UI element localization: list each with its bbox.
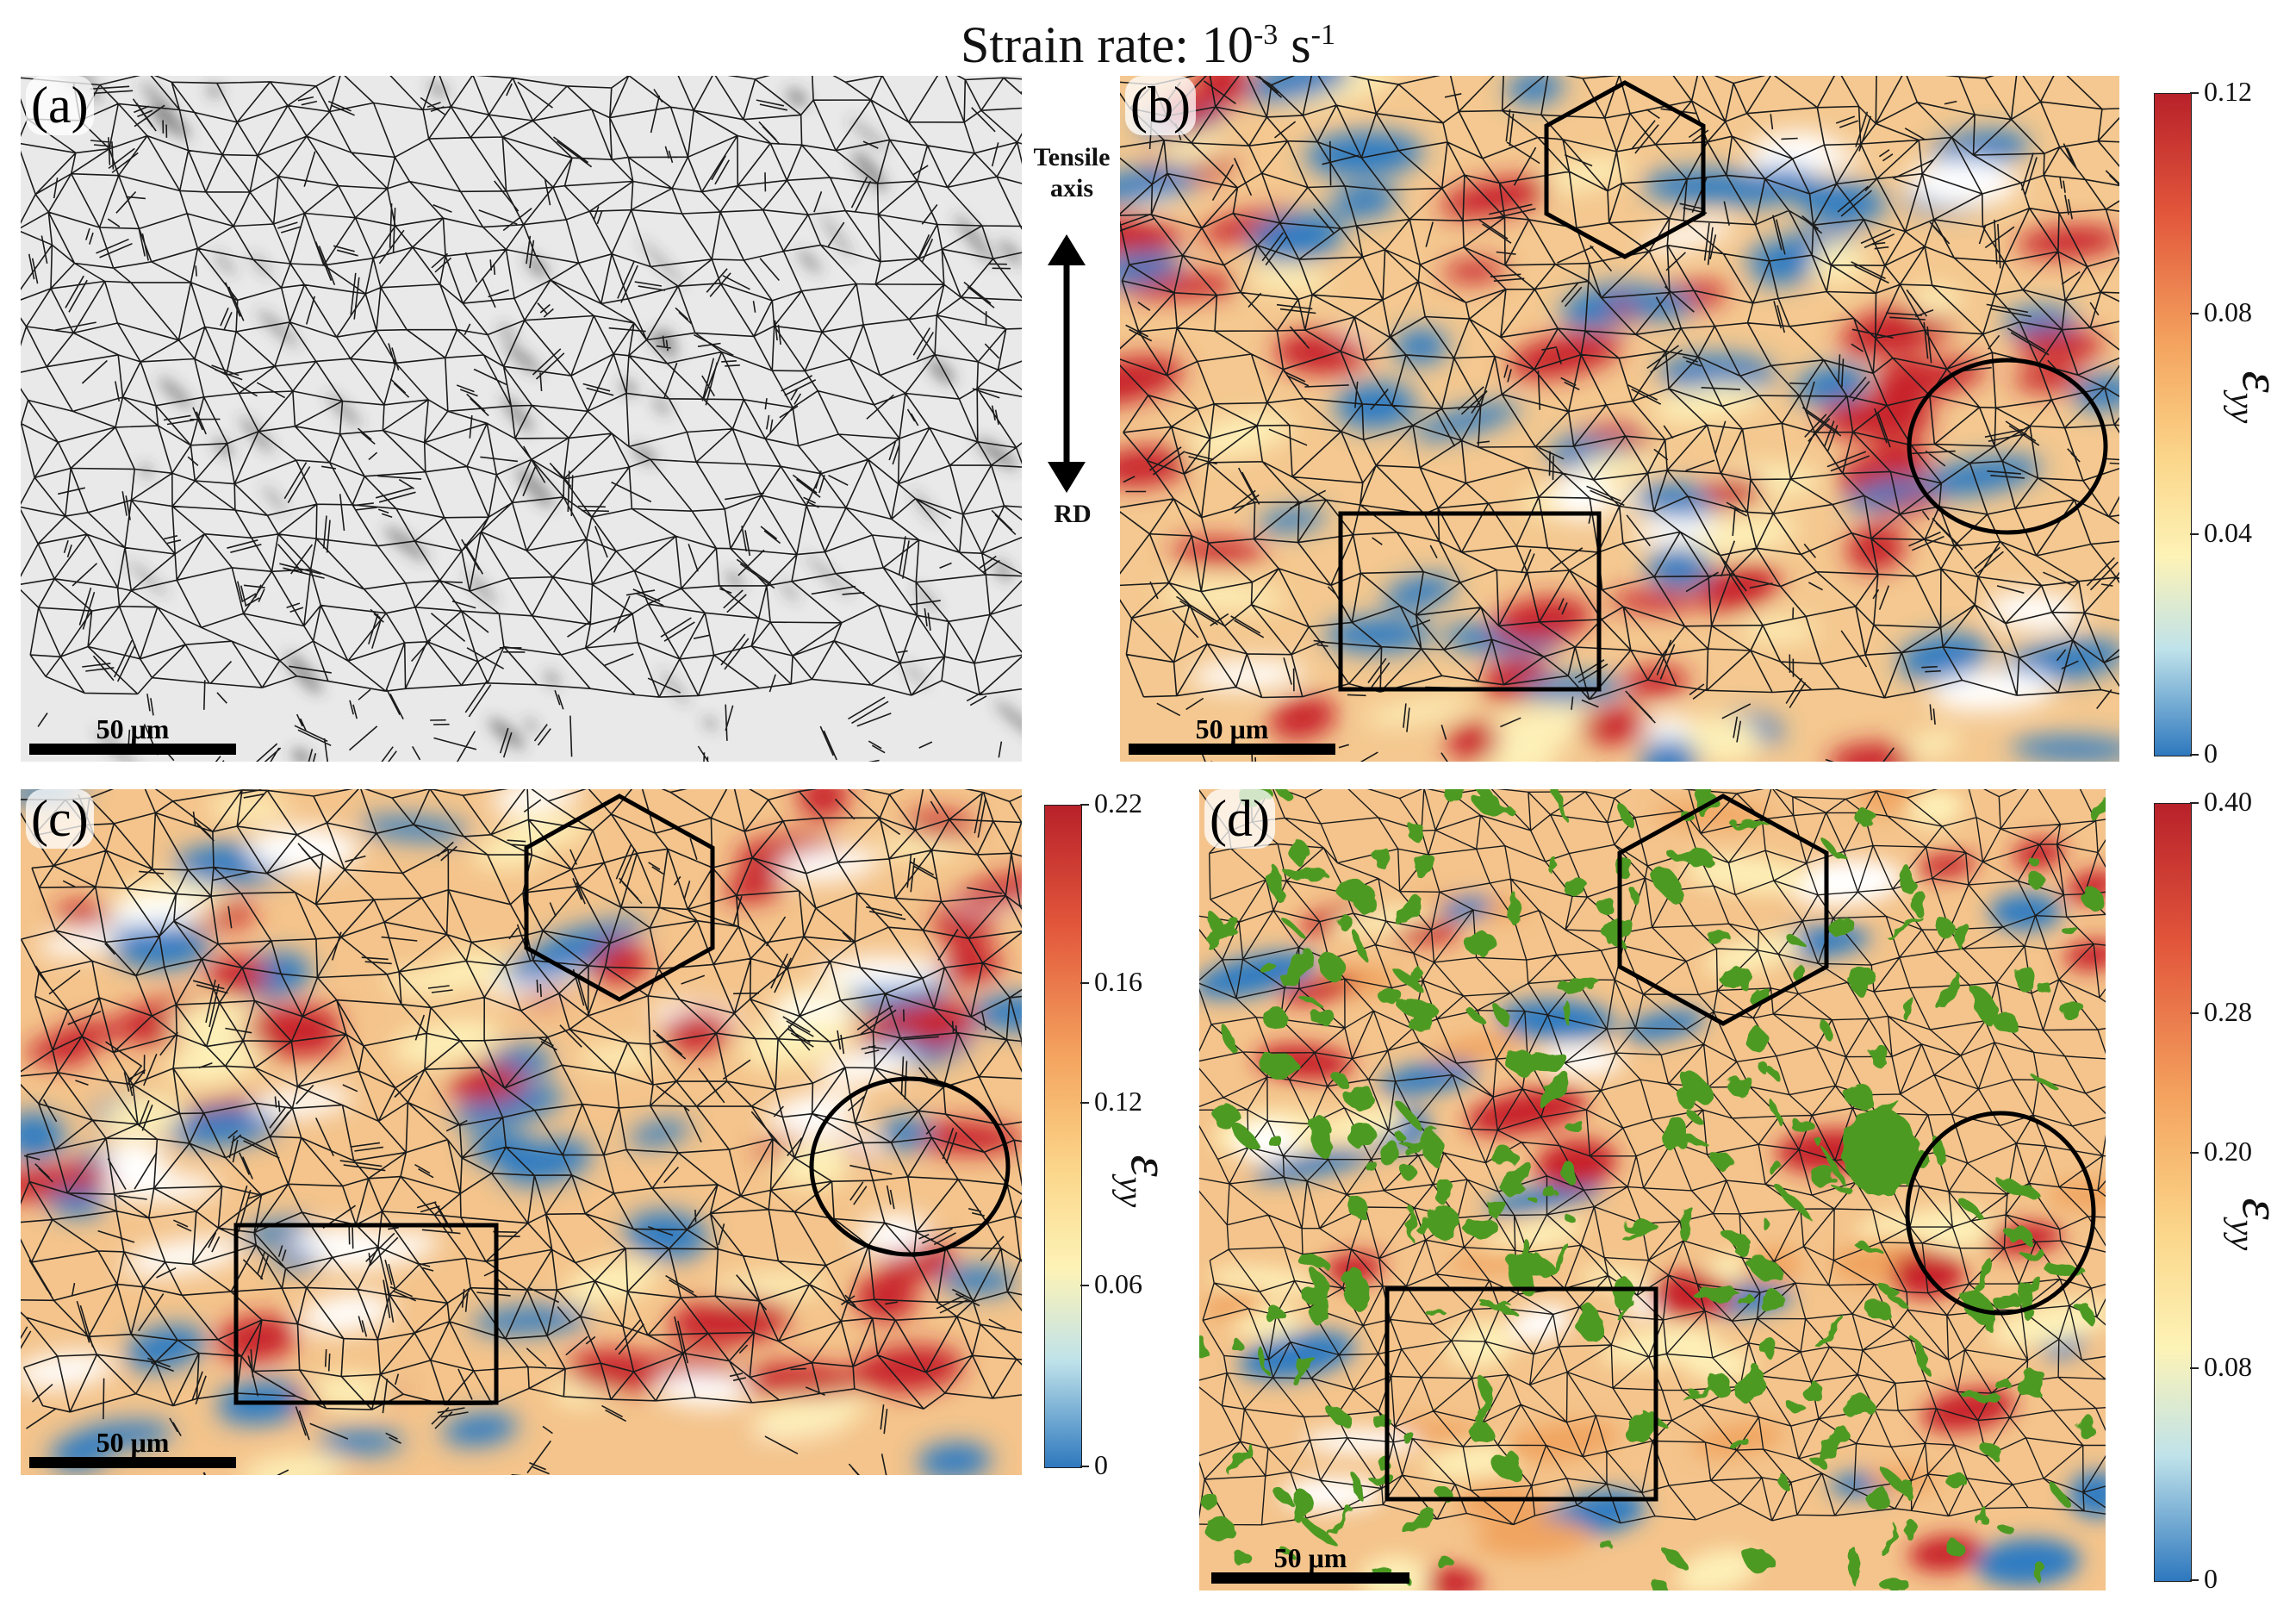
panel-d-label: (d) (1204, 789, 1275, 849)
panel-c-circle-marker (809, 1076, 1011, 1257)
colorbar-b (2154, 93, 2192, 756)
panel-a-label: (a) (26, 76, 94, 135)
tensile-axis-label: Tensile axis (1033, 143, 1111, 202)
panel-c-scalebar-bar (29, 1457, 236, 1468)
panel-c-label: (c) (26, 789, 94, 849)
colorbar-tick-label: 0.12 (2204, 76, 2252, 107)
colorbar-d-symbol: εyy (2223, 1198, 2293, 1251)
colorbar-tick-mark (2190, 1579, 2199, 1581)
colorbar-c-symbol: εyy (1111, 1155, 1181, 1208)
colorbar-tick-label: 0.06 (1094, 1268, 1142, 1300)
colorbar-d (2154, 803, 2192, 1582)
panel-b-hexagon-marker (1544, 80, 1706, 259)
panel-b-circle-marker (1907, 358, 2108, 535)
panel-d-scalebar-label: 50 μm (1273, 1542, 1347, 1573)
panel-d-strain-map: (d) 50 μm (1199, 789, 2106, 1590)
colorbar-tick-mark (1080, 1466, 1089, 1467)
colorbar-tick-mark (2190, 1012, 2199, 1014)
panel-b-label: (b) (1125, 76, 1196, 135)
colorbar-tick-mark (1080, 1285, 1089, 1287)
panel-d-circle-marker (1905, 1111, 2096, 1316)
colorbar-b-symbol: εyy (2223, 370, 2293, 424)
panel-c-hexagon-marker (524, 794, 715, 1002)
panel-c-strain-map: (c) 50 μm (21, 789, 1022, 1475)
colorbar-tick-label: 0.20 (2204, 1135, 2252, 1167)
colorbar-tick-label: 0.16 (1094, 966, 1142, 998)
rd-label: RD (1054, 500, 1092, 528)
colorbar-tick-label: 0.04 (2204, 517, 2252, 549)
colorbar-tick-mark (2190, 754, 2199, 756)
colorbar-tick-label: 0.40 (2204, 786, 2252, 817)
colorbar-tick-label: 0.08 (2204, 296, 2252, 327)
panel-d-rectangle-marker (1384, 1286, 1658, 1502)
colorbar-tick-mark (1080, 1101, 1089, 1104)
panel-a-micrograph: (a) 50 μm (21, 76, 1022, 762)
colorbar-tick-label: 0.08 (2204, 1350, 2252, 1382)
panel-d-image (1199, 789, 2106, 1590)
panel-b-strain-map: (b) 50 μm (1120, 76, 2119, 762)
colorbar-tick-mark (2190, 802, 2199, 804)
colorbar-c (1044, 805, 1082, 1468)
panel-b-scalebar-label: 50 μm (1195, 713, 1269, 744)
colorbar-tick-mark (1080, 982, 1089, 985)
panel-b-image (1120, 76, 2119, 762)
colorbar-tick-mark (1080, 804, 1089, 806)
panel-d-hexagon-marker (1617, 794, 1829, 1026)
panel-c-image (21, 789, 1022, 1475)
panel-d-scalebar-bar (1211, 1572, 1409, 1584)
panel-c-rectangle-marker (233, 1223, 499, 1405)
colorbar-tick-label: 0.22 (1094, 787, 1142, 819)
panel-d-scalebar: 50 μm (1211, 1543, 1409, 1584)
colorbar-tick-mark (2190, 533, 2199, 536)
panel-b-rectangle-marker (1338, 511, 1602, 692)
colorbar-tick-label: 0.28 (2204, 995, 2252, 1027)
panel-a-scalebar-label: 50 μm (96, 713, 170, 744)
colorbar-tick-label: 0 (2204, 738, 2218, 769)
colorbar-tick-mark (2190, 312, 2199, 314)
colorbar-tick-label: 0 (1094, 1449, 1108, 1480)
panel-c-scalebar-label: 50 μm (96, 1427, 170, 1458)
colorbar-tick-mark (2190, 1151, 2199, 1154)
tensile-axis-arrow-icon (1048, 234, 1086, 493)
panel-c-scalebar: 50 μm (29, 1428, 236, 1468)
colorbar-tick-label: 0 (2204, 1563, 2218, 1594)
panel-a-image (21, 76, 1022, 762)
colorbar-tick-label: 0.12 (1094, 1085, 1142, 1117)
colorbar-tick-mark (2190, 1366, 2199, 1369)
panel-a-scalebar-bar (29, 744, 236, 755)
figure-title: Strain rate: 10-3 s-1 (961, 16, 1335, 73)
panel-a-scalebar: 50 μm (29, 714, 236, 755)
colorbar-tick-mark (2190, 92, 2199, 94)
panel-b-scalebar: 50 μm (1129, 714, 1335, 755)
panel-b-scalebar-bar (1129, 744, 1335, 755)
